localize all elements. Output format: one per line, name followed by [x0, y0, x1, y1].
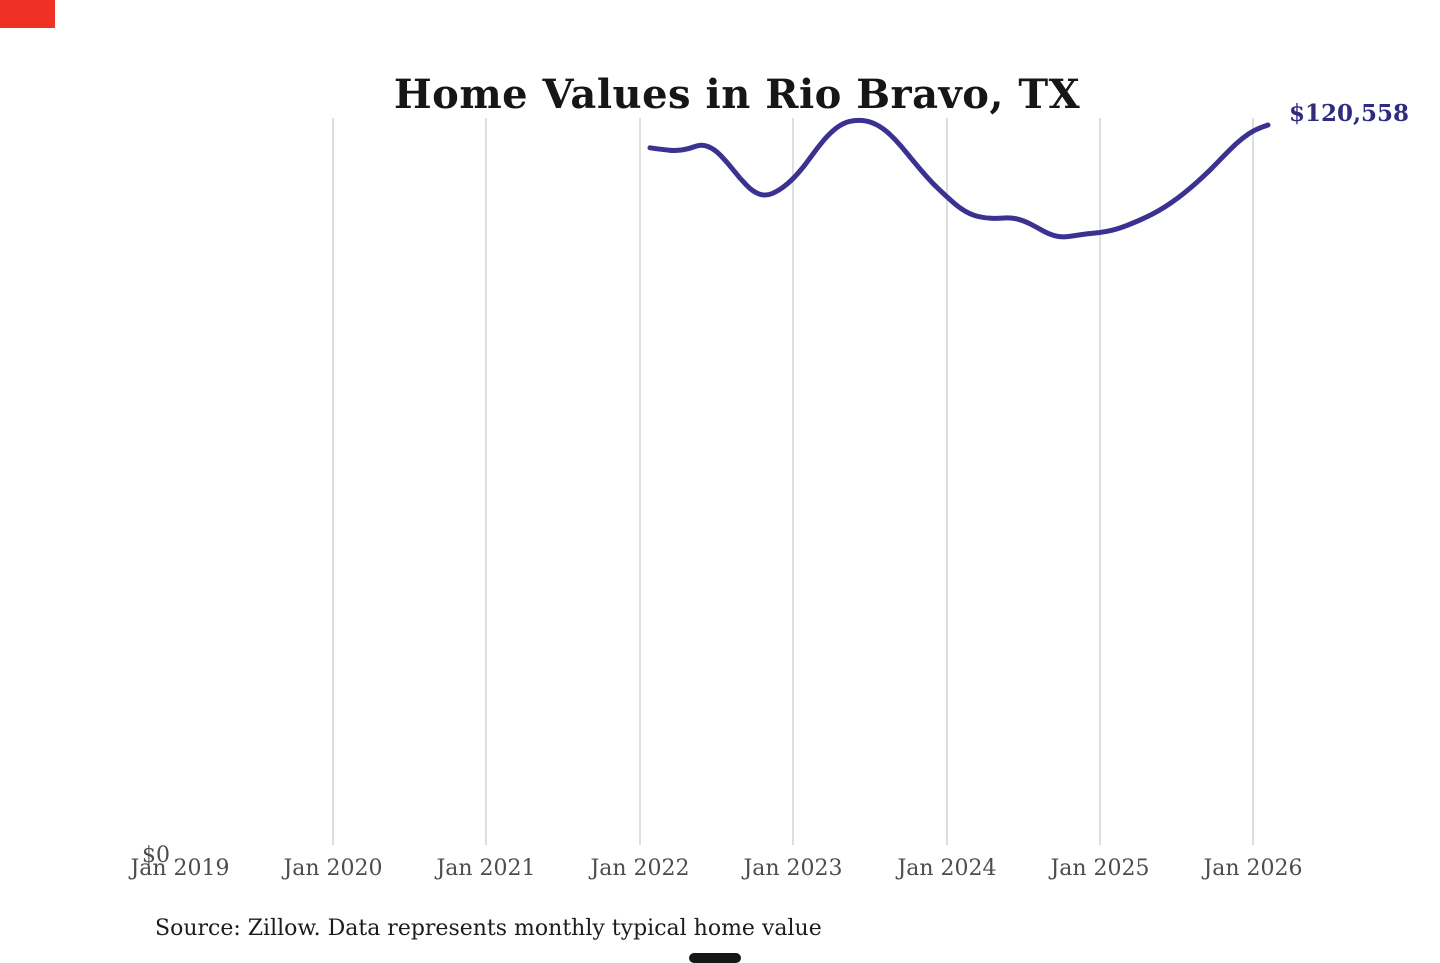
x-tick-label: Jan 2020: [283, 856, 383, 881]
home-value-line: [647, 117, 1271, 240]
source-attribution: Source: Zillow. Data represents monthly …: [155, 916, 822, 941]
x-tick-label: Jan 2019: [130, 856, 230, 881]
bottom-bar: [689, 953, 741, 963]
chart-title: Home Values in Rio Bravo, TX: [393, 70, 1081, 118]
x-tick-label: Jan 2023: [743, 856, 843, 881]
x-tick-label: Jan 2025: [1050, 856, 1150, 881]
vertical-gridlines: [332, 118, 1254, 845]
latest-value-label: $120,558: [1289, 100, 1410, 127]
x-tick-label: Jan 2024: [897, 856, 997, 881]
red-marker-overlay: [0, 0, 55, 28]
y-axis-zero-label: $0: [142, 843, 170, 868]
x-tick-label: Jan 2021: [436, 856, 536, 881]
x-tick-label: Jan 2022: [590, 856, 690, 881]
x-tick-label: Jan 2026: [1203, 856, 1303, 881]
